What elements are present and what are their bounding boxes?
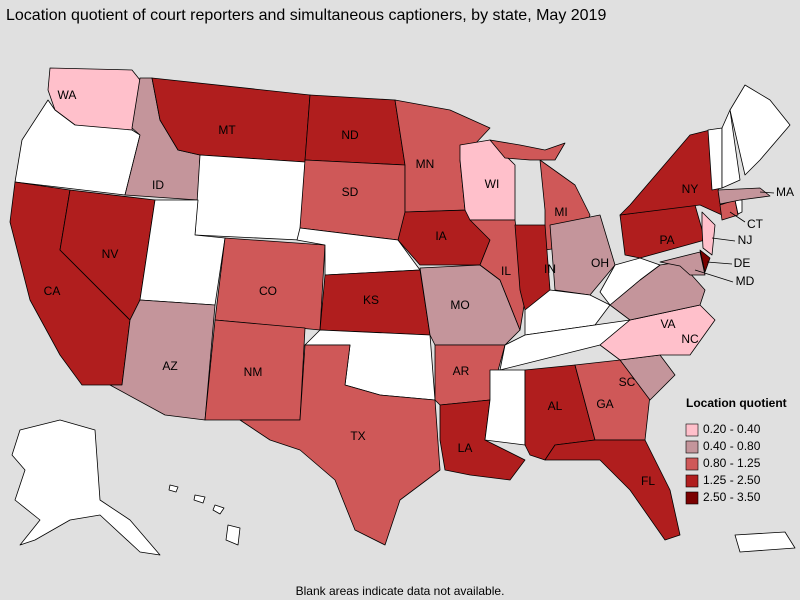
state-label: WA bbox=[58, 88, 77, 102]
state-label: WI bbox=[485, 177, 500, 191]
state-label: IN bbox=[544, 262, 556, 276]
state-blank bbox=[212, 504, 225, 515]
state-label: OH bbox=[591, 256, 609, 270]
state-label: GA bbox=[596, 397, 613, 411]
state-label: MA bbox=[776, 185, 794, 199]
legend: Location quotient 0.20 - 0.40 0.40 - 0.80… bbox=[685, 396, 787, 505]
state bbox=[701, 211, 716, 256]
state-label: NJ bbox=[738, 233, 753, 247]
legend-label: 0.80 - 1.25 bbox=[703, 456, 761, 470]
state-label: FL bbox=[641, 474, 655, 488]
footnote: Blank areas indicate data not available. bbox=[296, 584, 505, 598]
legend-label: 1.25 - 2.50 bbox=[703, 473, 761, 487]
state-label: ID bbox=[152, 178, 164, 192]
state-blank bbox=[484, 369, 526, 446]
state-label: NY bbox=[682, 182, 699, 196]
legend-title: Location quotient bbox=[686, 396, 787, 410]
state-blank bbox=[11, 419, 161, 556]
state bbox=[239, 344, 441, 546]
state-label: PA bbox=[659, 233, 674, 247]
state bbox=[299, 159, 406, 241]
state-blank bbox=[225, 524, 241, 546]
state-blank bbox=[721, 109, 741, 189]
state-label: MD bbox=[736, 274, 755, 288]
state-label: IA bbox=[435, 229, 446, 243]
state-label: MN bbox=[416, 157, 435, 171]
state-label: KS bbox=[363, 293, 379, 307]
state-label: NC bbox=[681, 332, 699, 346]
state-label: MI bbox=[554, 205, 567, 219]
state-label: IL bbox=[501, 264, 511, 278]
state-labels: WA ID MT ND SD MN WI MI NV CA CO KS IA IL IN OH PA NY MA CT… bbox=[44, 88, 794, 488]
state bbox=[659, 251, 706, 276]
state-blank bbox=[194, 154, 306, 241]
state bbox=[699, 249, 711, 273]
leader-line bbox=[759, 191, 775, 194]
state-label: NV bbox=[102, 247, 119, 261]
map-title: Location quotient of court reporters and… bbox=[6, 7, 606, 24]
state-blank bbox=[168, 484, 179, 493]
state-label: AZ bbox=[162, 359, 177, 373]
leader-line bbox=[711, 237, 736, 242]
state-label: MT bbox=[218, 123, 236, 137]
legend-swatch bbox=[685, 491, 699, 505]
state-blank bbox=[734, 531, 796, 553]
state-label: VA bbox=[660, 317, 675, 331]
states bbox=[9, 67, 796, 556]
state bbox=[544, 439, 681, 541]
state-blank bbox=[193, 494, 206, 504]
state bbox=[109, 299, 216, 421]
state bbox=[549, 214, 616, 296]
leader-line bbox=[706, 261, 733, 265]
legend-swatch bbox=[685, 457, 699, 471]
leader-line bbox=[729, 211, 746, 223]
state-label: LA bbox=[458, 441, 473, 455]
legend-label: 0.40 - 0.80 bbox=[703, 439, 761, 453]
state-label: CT bbox=[747, 217, 764, 231]
state-label: DE bbox=[734, 256, 751, 270]
legend-swatch bbox=[685, 423, 699, 437]
state-blank bbox=[729, 84, 791, 176]
legend-label: 2.50 - 3.50 bbox=[703, 490, 761, 504]
state bbox=[574, 359, 651, 441]
state-label: AL bbox=[548, 399, 563, 413]
state bbox=[489, 139, 566, 161]
leader-line bbox=[694, 269, 734, 283]
state-label: MO bbox=[450, 298, 469, 312]
state-label: TX bbox=[350, 429, 365, 443]
state-label: SC bbox=[619, 375, 636, 389]
legend-swatch bbox=[685, 440, 699, 454]
state bbox=[717, 187, 771, 205]
state-label: SD bbox=[342, 185, 359, 199]
state-label: ND bbox=[341, 128, 359, 142]
legend-label: 0.20 - 0.40 bbox=[703, 422, 761, 436]
state-label: NM bbox=[244, 365, 263, 379]
state-label: CA bbox=[44, 284, 61, 298]
legend-swatch bbox=[685, 474, 699, 488]
state-label: AR bbox=[453, 364, 470, 378]
state-label: CO bbox=[259, 284, 277, 298]
